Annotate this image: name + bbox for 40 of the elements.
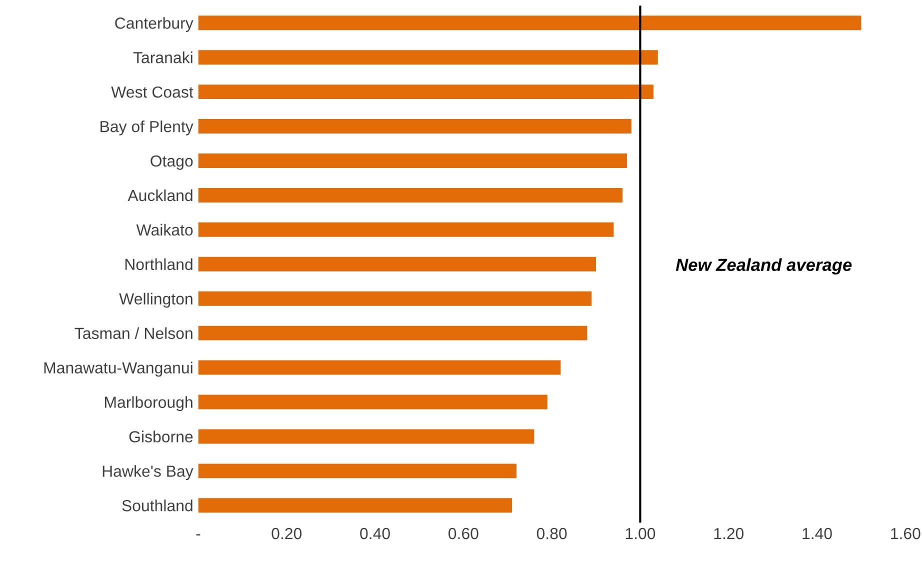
bar [198,498,512,513]
y-tick-label: Tasman / Nelson [74,327,192,340]
bar [198,188,623,202]
y-tick-label: Otago [150,155,193,170]
bar [198,464,516,478]
y-tick-label: Hawke's Bay [102,465,194,480]
x-tick-label: 0.40 [360,528,390,540]
y-tick-label: Wellington [119,292,192,308]
y-tick-label: Waikato [136,224,193,236]
bar [198,291,592,306]
bar [198,16,862,30]
bar [198,256,596,272]
x-tick-label: 0.20 [272,528,302,540]
y-tick-label: Marlborough [105,396,192,412]
ref-line-label: New Zealand average [676,258,852,274]
x-tick-label: 1.40 [802,528,832,540]
bar [198,154,627,168]
bar [198,50,658,65]
bar [198,222,614,237]
bar [198,360,561,375]
y-tick-label: Auckland [128,189,192,202]
bar [198,326,588,340]
y-tick-label: Gisborne [129,430,193,442]
x-tick-label: 0.80 [536,528,567,540]
x-tick-label: 1.00 [626,528,656,540]
bar [198,394,548,410]
bar [198,84,654,100]
x-tick-label: - [196,534,200,536]
x-tick-label: 1.20 [714,528,744,540]
y-tick-label: West Coast [111,86,194,98]
y-tick-label: Northland [125,258,192,270]
y-tick-label: Canterbury [115,17,194,32]
x-tick-label: 1.60 [891,528,920,540]
y-tick-label: Manawatu-Wanganui [44,362,192,377]
x-tick-label: 0.60 [448,528,478,540]
y-tick-label: Taranaki [133,52,192,64]
y-tick-label: Southland [122,500,192,512]
y-tick-label: Bay of Plenty [100,120,194,136]
bar [198,429,534,444]
bar [198,119,632,134]
